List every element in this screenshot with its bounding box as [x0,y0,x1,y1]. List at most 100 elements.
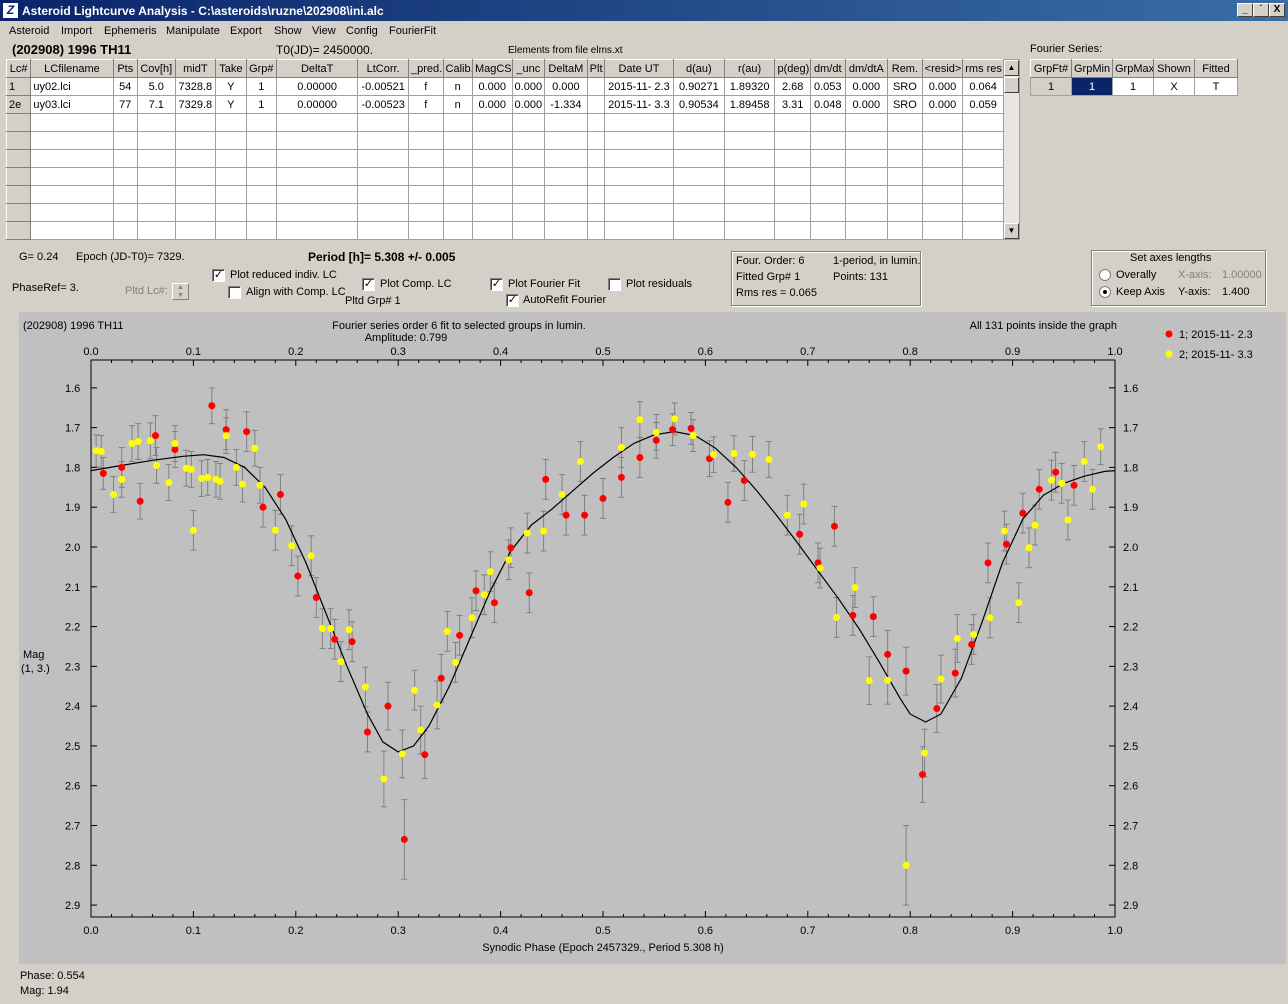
table-cell[interactable] [603,221,674,240]
menu-manipulate[interactable]: Manipulate [166,25,220,37]
table-cell[interactable]: 1.89320 [723,77,776,96]
table-cell[interactable] [809,113,846,132]
minimize-button[interactable]: _ [1237,3,1253,17]
table-cell[interactable]: 0.000 [471,95,513,114]
menu-asteroid[interactable]: Asteroid [9,25,50,37]
lc-col-header[interactable]: dm/dtA [844,59,889,78]
table-cell[interactable]: 0.000 [844,77,889,96]
table-cell[interactable] [215,185,247,204]
table-cell[interactable]: 5.0 [136,77,176,96]
close-button[interactable]: X [1269,3,1285,17]
table-cell[interactable]: SRO [887,95,923,114]
table-cell[interactable]: 1 [245,95,278,114]
table-cell[interactable] [921,113,964,132]
table-cell[interactable] [921,131,964,150]
table-cell[interactable] [215,131,247,150]
table-cell[interactable] [672,221,725,240]
table-cell[interactable]: 2015-11- 2.3 [603,77,674,96]
table-cell[interactable]: 0.059 [962,95,1004,114]
menu-fourierfit[interactable]: FourierFit [389,25,437,37]
table-cell[interactable]: 2.68 [774,77,811,96]
plot-residuals-checkbox[interactable] [608,278,621,291]
table-cell[interactable] [408,131,444,150]
spin-up-arrow-icon[interactable]: ▲ [177,284,184,291]
table-cell[interactable] [511,167,546,186]
table-cell[interactable] [723,203,776,222]
table-row[interactable] [5,131,1004,150]
table-cell[interactable] [136,113,176,132]
table-cell[interactable] [809,149,846,168]
table-cell[interactable] [408,149,444,168]
table-cell[interactable] [774,113,811,132]
table-cell[interactable]: 77 [112,95,138,114]
row-header[interactable] [5,185,32,204]
table-cell[interactable] [408,221,444,240]
table-cell[interactable] [887,185,923,204]
lc-col-header[interactable]: Lc# [5,59,32,78]
restore-button[interactable]: ´ [1253,3,1269,17]
phase-ref-label[interactable]: PhaseRef= 3. [12,282,79,294]
table-cell[interactable] [887,221,923,240]
fs-col-header[interactable]: GrpMax [1112,59,1154,78]
table-cell[interactable] [774,203,811,222]
table-cell[interactable] [174,203,217,222]
table-cell[interactable]: X [1153,77,1195,96]
table-cell[interactable] [844,113,889,132]
row-header[interactable]: 2e [5,95,32,114]
table-cell[interactable] [511,149,546,168]
table-cell[interactable] [672,113,725,132]
keep-axis-radio[interactable] [1099,286,1111,298]
lc-col-header[interactable]: LtCorr. [357,59,409,78]
table-cell[interactable] [586,131,605,150]
table-cell[interactable] [245,203,278,222]
table-cell[interactable]: 1 [1030,77,1072,96]
table-cell[interactable]: n [442,77,473,96]
table-cell[interactable] [774,221,811,240]
table-cell[interactable] [844,221,889,240]
spin-down-arrow-icon[interactable]: ▼ [177,292,184,299]
table-cell[interactable]: 1 [1112,77,1154,96]
table-cell[interactable] [844,185,889,204]
table-row[interactable] [5,185,1004,204]
table-cell[interactable] [215,113,247,132]
table-cell[interactable] [357,113,409,132]
table-cell[interactable] [544,113,588,132]
lc-col-header[interactable]: LCfilename [30,59,114,78]
table-cell[interactable] [774,167,811,186]
lc-col-header[interactable]: Take [215,59,247,78]
table-cell[interactable]: Y [215,95,247,114]
lc-col-header[interactable]: Pts [112,59,138,78]
fs-col-header[interactable]: Shown [1153,59,1195,78]
menu-import[interactable]: Import [61,25,93,37]
table-cell[interactable] [544,149,588,168]
table-cell[interactable] [276,149,359,168]
table-cell[interactable] [408,113,444,132]
table-row[interactable] [5,221,1004,240]
row-header[interactable] [5,113,32,132]
table-cell[interactable] [887,149,923,168]
table-cell[interactable] [442,131,473,150]
table-cell[interactable] [672,149,725,168]
table-cell[interactable] [809,185,846,204]
table-cell[interactable] [672,185,725,204]
table-cell[interactable] [408,167,444,186]
table-cell[interactable]: Y [215,77,247,96]
table-scrollbar[interactable]: ▲ ▼ [1003,59,1020,240]
menu-export[interactable]: Export [230,25,262,37]
fs-col-header[interactable]: GrpFt# [1030,59,1072,78]
align-comp-checkbox[interactable] [228,286,241,299]
table-cell[interactable] [511,113,546,132]
lc-col-header[interactable]: DeltaM [544,59,588,78]
table-cell[interactable]: f [408,95,444,114]
table-cell[interactable]: 0.000 [921,77,964,96]
table-cell[interactable] [774,185,811,204]
table-cell[interactable] [112,203,138,222]
lc-col-header[interactable]: MagCS [471,59,513,78]
table-cell[interactable]: 1 [1071,77,1113,96]
table-cell[interactable] [357,185,409,204]
table-row[interactable]: 1 uy02.lci 54 5.0 7328.8 Y 1 0.00000 -0.00521 f n 0… [5,77,1004,96]
table-cell[interactable] [245,149,278,168]
table-cell[interactable]: 1 [245,77,278,96]
table-cell[interactable] [921,167,964,186]
